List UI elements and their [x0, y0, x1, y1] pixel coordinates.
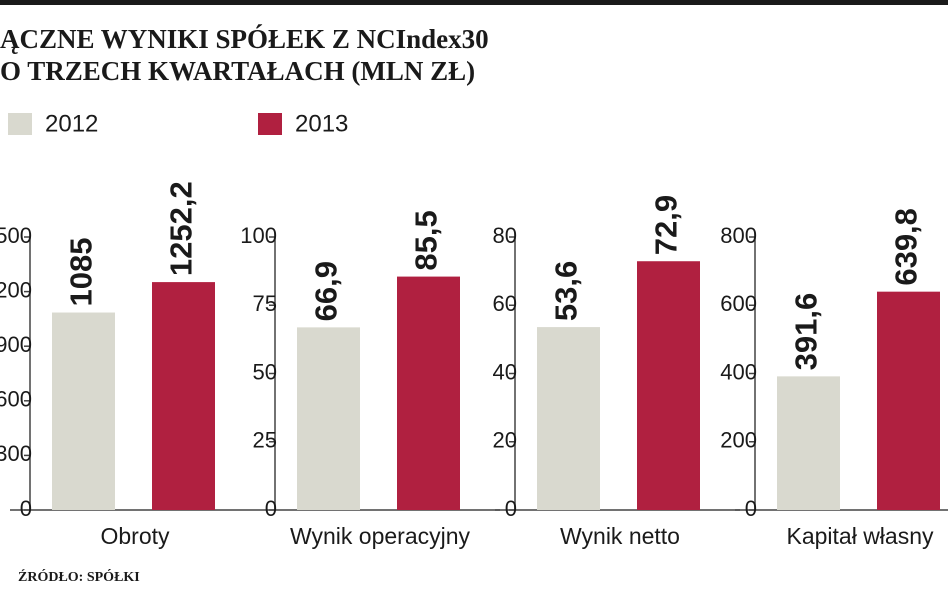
- top-rule: [0, 0, 948, 5]
- y-tick-label: 80: [493, 223, 517, 248]
- y-tick-label: 100: [240, 223, 277, 248]
- y-tick-label: 800: [720, 223, 757, 248]
- bar: [877, 291, 940, 510]
- y-tick-label: 40: [493, 359, 517, 384]
- bar: [777, 376, 840, 510]
- y-tick-label: 600: [0, 387, 32, 412]
- value-label: 85,5: [409, 210, 444, 270]
- bar: [52, 312, 115, 510]
- value-label: 639,8: [889, 208, 924, 286]
- chart-title: ĄCZNE WYNIKI SPÓŁEK Z NCIndex30: [0, 24, 489, 54]
- x-tick-label: Wynik operacyjny: [290, 523, 471, 549]
- y-tick-label: 25: [253, 428, 277, 453]
- y-tick-label: 50: [253, 359, 277, 384]
- bar: [152, 282, 215, 510]
- x-tick-label: Wynik netto: [560, 523, 680, 549]
- x-tick-label: Obroty: [100, 523, 170, 549]
- source: ŹRÓDŁO: SPÓŁKI: [18, 568, 140, 585]
- bar: [397, 276, 460, 510]
- y-tick-label: 1500: [0, 223, 32, 248]
- y-tick-label: 0: [505, 496, 517, 521]
- y-tick-label: 200: [720, 428, 757, 453]
- y-tick-label: 75: [253, 291, 277, 316]
- value-label: 1085: [64, 238, 99, 307]
- y-tick-label: 1200: [0, 277, 32, 302]
- legend-label: 2013: [295, 110, 348, 137]
- bar: [297, 327, 360, 510]
- legend-label: 2012: [45, 110, 98, 137]
- value-label: 1252,2: [164, 181, 199, 276]
- y-tick-label: 20: [493, 428, 517, 453]
- value-label: 72,9: [649, 195, 684, 255]
- y-tick-label: 0: [745, 496, 757, 521]
- y-tick-label: 0: [265, 496, 277, 521]
- y-tick-label: 600: [720, 291, 757, 316]
- value-label: 391,6: [789, 293, 824, 371]
- bar: [637, 261, 700, 510]
- bar: [537, 327, 600, 510]
- chart-subtitle: O TRZECH KWARTAŁACH (MLN ZŁ): [0, 56, 475, 86]
- y-tick-label: 300: [0, 441, 32, 466]
- legend-swatch: [258, 113, 282, 135]
- x-tick-label: Kapitał własny: [786, 523, 934, 549]
- y-tick-label: 900: [0, 332, 32, 357]
- value-label: 53,6: [549, 261, 584, 321]
- legend-swatch: [8, 113, 32, 135]
- y-tick-label: 0: [20, 496, 32, 521]
- y-tick-label: 60: [493, 291, 517, 316]
- y-tick-label: 400: [720, 359, 757, 384]
- value-label: 66,9: [309, 261, 344, 321]
